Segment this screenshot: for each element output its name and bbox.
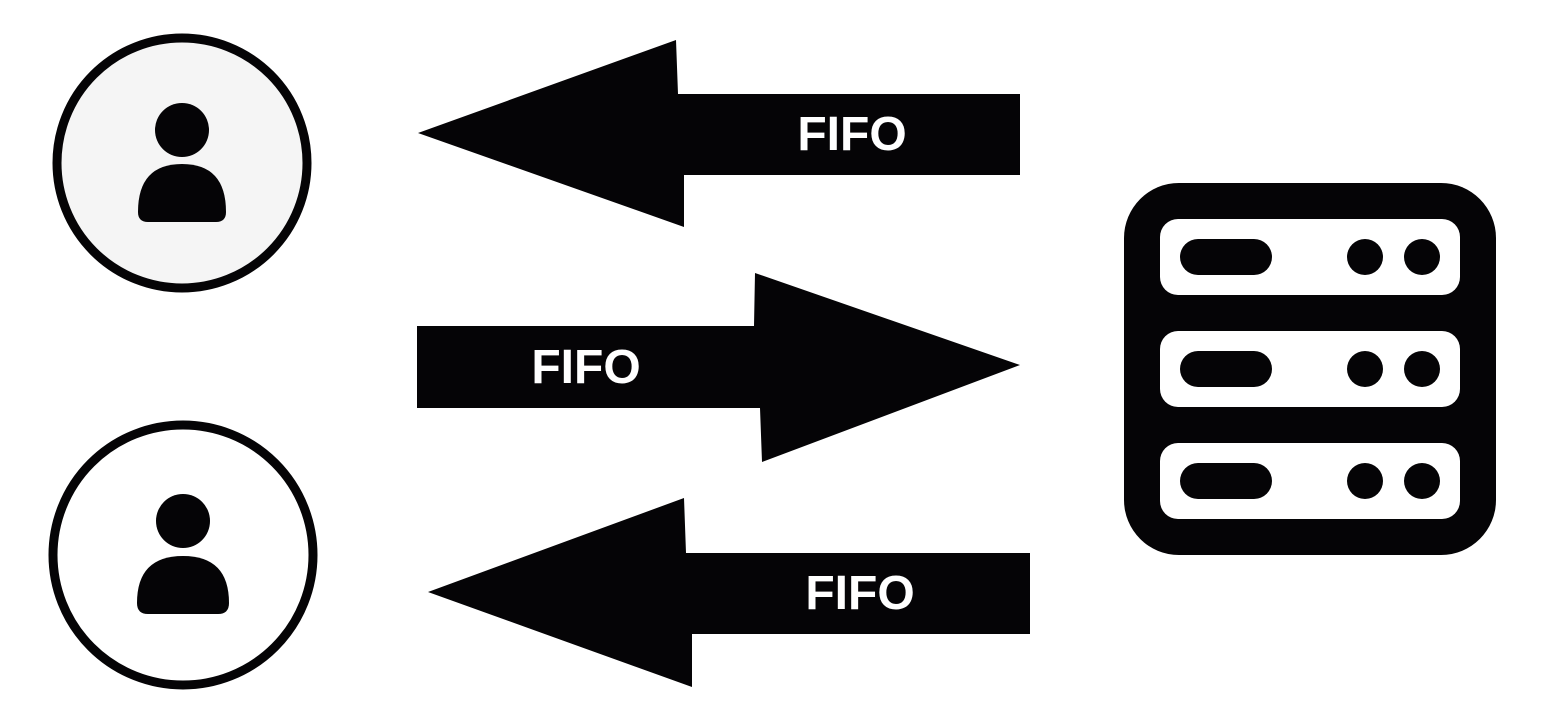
server-unit-slot [1180, 463, 1272, 499]
server-unit-3 [1160, 443, 1460, 519]
user-icon-body [137, 556, 229, 614]
arrow-left-shape [428, 498, 1030, 687]
user-icon-head [156, 494, 210, 548]
server-unit-2 [1160, 331, 1460, 407]
arrow-client-to-server: FIFO [417, 273, 1020, 462]
client-top-circle [52, 33, 312, 293]
arrow-right-shape [417, 273, 1020, 462]
client-bottom-node [48, 420, 318, 690]
server-unit-led [1347, 351, 1383, 387]
user-icon [138, 103, 226, 222]
arrow-label-middle: FIFO [531, 341, 640, 394]
server-unit-led [1347, 463, 1383, 499]
server-unit-panel [1160, 443, 1460, 519]
arrow-server-to-client-bottom: FIFO [428, 498, 1030, 687]
arrow-server-to-client-top: FIFO [418, 40, 1020, 227]
arrow-label-bottom: FIFO [805, 567, 914, 620]
client-top-node [52, 33, 312, 293]
server-unit-led [1347, 239, 1383, 275]
server-unit-slot [1180, 351, 1272, 387]
server-unit-led [1404, 351, 1440, 387]
server-unit-1 [1160, 219, 1460, 295]
server-unit-led [1404, 239, 1440, 275]
server-unit-led [1404, 463, 1440, 499]
server-rack-icon [1124, 183, 1496, 555]
user-icon-body [138, 164, 226, 222]
server-unit-slot [1180, 239, 1272, 275]
server-unit-panel [1160, 219, 1460, 295]
user-icon [137, 494, 229, 614]
arrow-left-shape [418, 40, 1020, 227]
user-icon-head [155, 103, 209, 157]
server-unit-panel [1160, 331, 1460, 407]
arrow-label-top: FIFO [797, 108, 906, 161]
client-bottom-circle [48, 420, 318, 690]
